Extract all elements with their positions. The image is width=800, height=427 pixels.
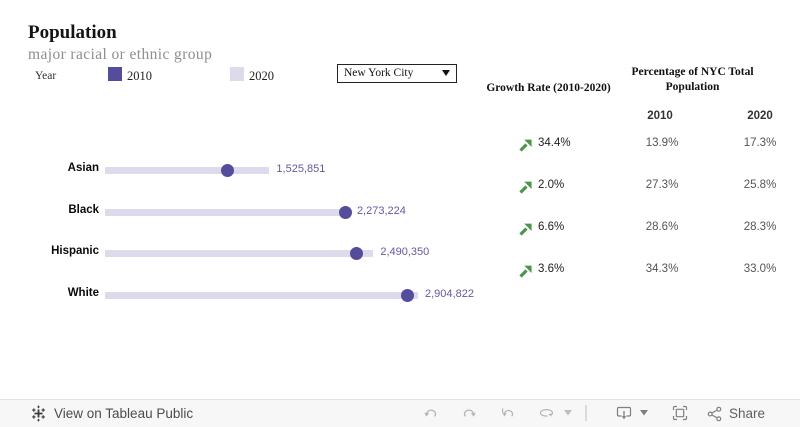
bar-value-label: 1,525,851 [276,163,326,175]
tableau-logo-icon [32,405,45,422]
legend-swatch-2020[interactable] [230,67,244,81]
growth-up-arrow-icon [519,138,533,152]
bar-value-label: 2,904,822 [425,288,474,300]
bar-value-label: 2,273,224 [356,205,406,217]
pct-2020-value: 28.3% [743,221,777,233]
page-title: Population [28,22,117,43]
growth-up-arrow-icon [519,180,533,194]
column-header-2020: 2020 [747,110,773,122]
auto-update-icon[interactable] [538,405,554,421]
pct-2020-value: 33.0% [743,263,777,275]
pct-2010-value: 13.9% [645,137,679,149]
view-on-tableau-public-link[interactable]: View on Tableau Public [30,400,193,427]
percentage-header: Percentage of NYC Total Population [631,66,754,93]
pct-2010-value: 27.3% [645,179,679,191]
region-filter-value: New York City [344,67,414,79]
caret-down-icon[interactable] [563,409,573,417]
legend-item-2010[interactable]: 2010 [127,69,152,83]
category-label[interactable]: Asian [67,162,99,174]
legend-swatch-2010[interactable] [108,67,122,81]
redo-icon[interactable] [461,405,477,421]
dot-2010[interactable] [400,289,414,302]
caret-down-icon[interactable] [639,409,649,417]
bar-value-label: 2,490,350 [380,246,430,258]
category-label[interactable]: White [67,287,99,299]
growth-rate-value: 34.4% [538,137,571,149]
legend-item-2020[interactable]: 2020 [249,69,274,83]
bar-2020[interactable] [105,209,350,216]
view-on-tableau-public-label: View on Tableau Public [54,406,194,421]
pct-2020-value: 17.3% [743,137,777,149]
growth-up-arrow-icon [519,222,533,236]
growth-rate-value: 6.6% [538,221,565,233]
bar-2020[interactable] [105,250,374,257]
pct-2010-value: 28.6% [645,221,679,233]
growth-up-arrow-icon [519,264,533,278]
tableau-toolbar: View on Tableau Public Share [0,399,800,427]
growth-rate-header: Growth Rate (2010-2020) [486,82,611,94]
category-label[interactable]: Hispanic [51,245,99,257]
share-icon [707,406,722,421]
toolbar-separator [585,405,587,421]
download-device-icon[interactable] [616,405,632,421]
share-label: Share [729,406,766,421]
chevron-down-icon [442,70,450,76]
category-label[interactable]: Black [68,204,99,216]
pct-2010-value: 34.3% [645,263,679,275]
dot-2010[interactable] [350,247,364,260]
pct-2020-value: 25.8% [743,179,777,191]
growth-rate-value: 2.0% [538,179,565,191]
region-filter-dropdown[interactable]: New York City [337,64,457,83]
bar-2020[interactable] [105,167,270,174]
share-button[interactable]: Share [707,400,765,427]
fullscreen-icon[interactable] [672,405,688,421]
page-subtitle: major racial or ethnic group [28,46,213,63]
undo-icon[interactable] [423,405,439,421]
replay-icon[interactable] [500,405,516,421]
column-header-2010: 2010 [647,110,673,122]
legend-year-label: Year [35,70,57,82]
bar-2020[interactable] [105,292,418,299]
dot-2010[interactable] [338,206,352,219]
growth-rate-value: 3.6% [538,263,565,275]
dot-2010[interactable] [220,164,234,177]
